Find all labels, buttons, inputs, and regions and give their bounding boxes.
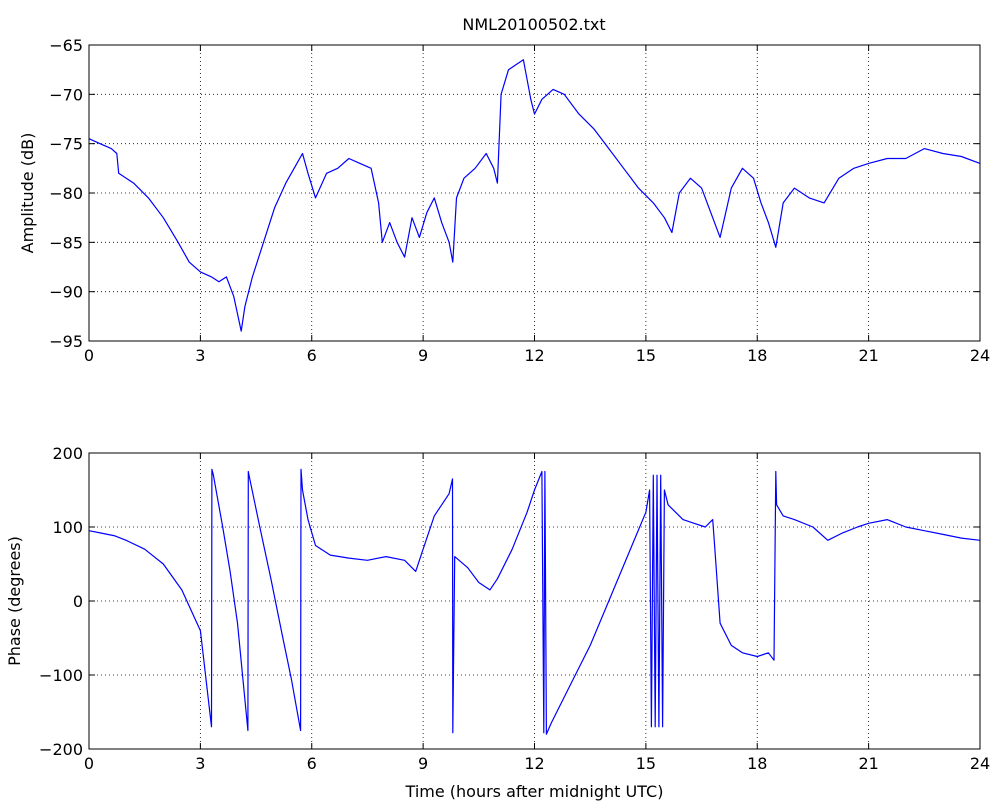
phase-y-tick-label: −200 <box>39 740 83 759</box>
phase-y-axis-label: Phase (degrees) <box>5 536 24 666</box>
amplitude-y-axis-label: Amplitude (dB) <box>18 133 37 254</box>
phase-y-tick-label: 100 <box>52 518 83 537</box>
phase-x-tick-label: 24 <box>970 754 990 773</box>
phase-y-tick-label: 0 <box>73 592 83 611</box>
phase-x-tick-label: 6 <box>307 754 317 773</box>
amplitude-x-tick-label: 6 <box>307 346 317 365</box>
amplitude-panel: 0 3 6 9 12 15 18 21 24 −95 −90 −85 −80 −75 −70 −65 Ampli… <box>18 36 990 365</box>
amplitude-series-line <box>88 59 981 332</box>
amplitude-y-tick-label: −75 <box>49 135 83 154</box>
amplitude-x-tick-label: 0 <box>84 346 94 365</box>
amplitude-x-tick-label: 18 <box>747 346 767 365</box>
figure-title: NML20100502.txt <box>462 15 605 34</box>
amplitude-y-tick-label: −80 <box>49 184 83 203</box>
phase-x-tick-label: 3 <box>195 754 205 773</box>
phase-x-tick-label: 18 <box>747 754 767 773</box>
amplitude-y-tick-label: −95 <box>49 332 83 351</box>
amplitude-x-tick-label: 12 <box>524 346 544 365</box>
phase-x-tick-label: 9 <box>418 754 428 773</box>
amplitude-x-tick-label: 15 <box>636 346 656 365</box>
phase-series-line <box>88 468 981 735</box>
phase-panel: 0 3 6 9 12 15 18 21 24 −200 −100 0 100 200 Phase (degr… <box>5 444 990 801</box>
phase-x-tick-label: 15 <box>636 754 656 773</box>
phase-x-tick-label: 0 <box>84 754 94 773</box>
amplitude-y-tick-label: −70 <box>49 85 83 104</box>
amplitude-x-tick-label: 3 <box>195 346 205 365</box>
amplitude-y-tick-label: −90 <box>49 283 83 302</box>
phase-y-tick-label: 200 <box>52 444 83 463</box>
amplitude-y-tick-label: −65 <box>49 36 83 55</box>
amplitude-y-tick-label: −85 <box>49 233 83 252</box>
phase-x-tick-label: 12 <box>524 754 544 773</box>
amplitude-x-tick-label: 21 <box>858 346 878 365</box>
phase-x-axis-label: Time (hours after midnight UTC) <box>405 782 664 801</box>
amplitude-x-tick-label: 24 <box>970 346 990 365</box>
amplitude-x-tick-label: 9 <box>418 346 428 365</box>
phase-y-tick-label: −100 <box>39 666 83 685</box>
phase-x-tick-label: 21 <box>858 754 878 773</box>
